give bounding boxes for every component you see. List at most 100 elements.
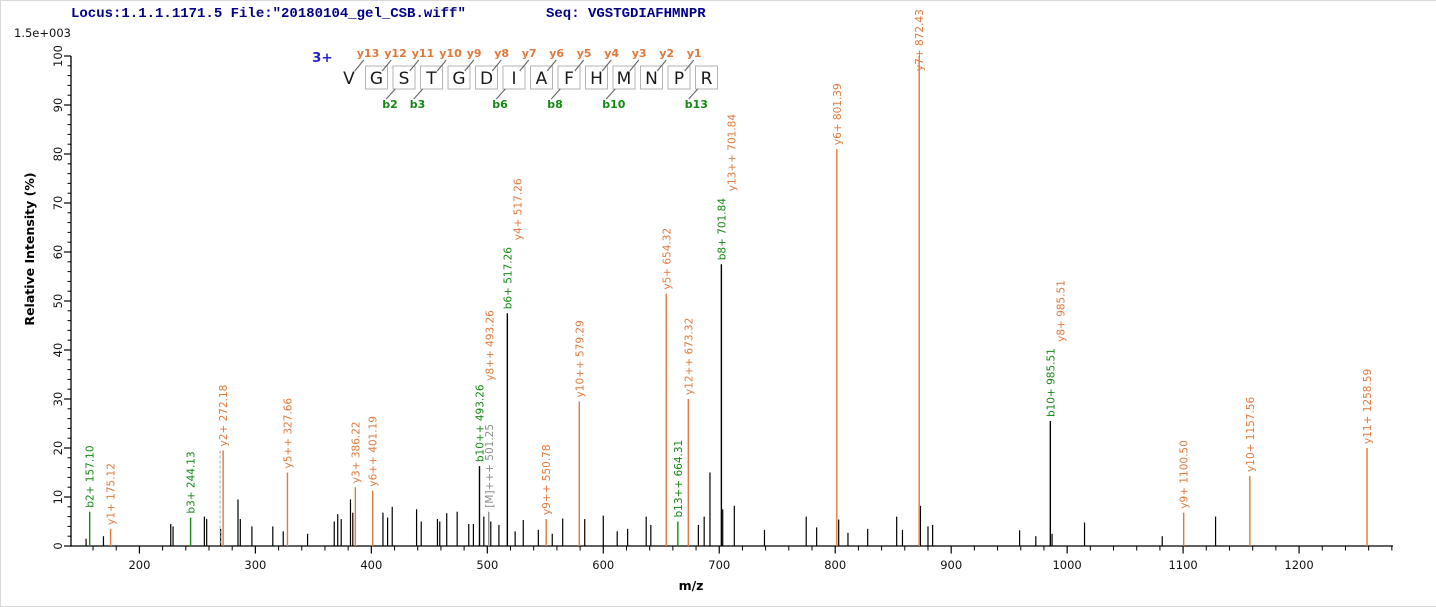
residue-letter: R bbox=[701, 69, 713, 89]
residue-box bbox=[365, 65, 388, 90]
peak-label: y3+ 386.22 bbox=[350, 421, 362, 483]
residue-letter: G bbox=[452, 69, 465, 89]
y-tick-label: 50 bbox=[51, 294, 65, 309]
b-ion-cleavage-tick bbox=[550, 88, 561, 100]
residue-box bbox=[420, 65, 443, 90]
residue-box bbox=[612, 65, 636, 90]
y-ion-cleavage-tick bbox=[436, 59, 447, 72]
y-ion-cleavage-tick bbox=[574, 59, 585, 72]
peak-label: y5++ 327.66 bbox=[282, 398, 294, 469]
residue-box bbox=[667, 65, 691, 90]
y-ion-cleavage-tick bbox=[409, 59, 420, 72]
x-tick-label: 800 bbox=[824, 558, 846, 572]
y-ion-label: y4 bbox=[604, 47, 619, 60]
peak-label: y12++ 673.32 bbox=[683, 318, 695, 395]
peak-label: y4+ 517.26 bbox=[512, 178, 524, 240]
x-tick-label: 700 bbox=[708, 558, 730, 572]
y-tick-label: 60 bbox=[51, 245, 65, 260]
peak-label: y1+ 175.12 bbox=[106, 463, 118, 525]
y-ion-label: y9 bbox=[467, 47, 482, 60]
residue-box bbox=[502, 65, 526, 90]
peak-label: b10+ 985.51 bbox=[1045, 348, 1057, 417]
residue-letter: M bbox=[617, 69, 632, 89]
y-tick-label: 10 bbox=[51, 490, 65, 505]
y-tick-label: 0 bbox=[51, 542, 65, 549]
b-ion-label: b2 bbox=[382, 98, 398, 111]
residue-letter: I bbox=[511, 69, 516, 89]
y-ion-label: y6 bbox=[549, 47, 564, 60]
residue-letter: T bbox=[425, 69, 437, 89]
y-tick-label: 90 bbox=[51, 98, 65, 113]
x-tick-label: 600 bbox=[592, 558, 614, 572]
y-ion-label: y8 bbox=[494, 47, 509, 60]
peak-label: y8++ 493.26 bbox=[484, 310, 496, 381]
b-ion-cleavage-tick bbox=[688, 88, 699, 100]
b-ion-cleavage-tick bbox=[413, 88, 424, 100]
b-ion-label: b13 bbox=[685, 98, 708, 111]
residue-letter: G bbox=[370, 69, 383, 89]
x-tick-label: 500 bbox=[476, 558, 498, 572]
peak-label: y13++ 701.84 bbox=[726, 114, 738, 192]
residue-box bbox=[585, 65, 608, 90]
y-tick-label: 70 bbox=[51, 196, 65, 211]
peak-label: y10++ 579.29 bbox=[574, 320, 586, 397]
y-tick-label: 80 bbox=[51, 147, 65, 162]
peak-label: y9++ 550.78 bbox=[541, 444, 553, 515]
peak-label: y8+ 985.51 bbox=[1055, 280, 1067, 342]
x-axis-title: m/z bbox=[679, 578, 704, 593]
x-tick-label: 1000 bbox=[1052, 558, 1081, 572]
y-ion-label: y7 bbox=[522, 47, 537, 60]
b-ion-label: b6 bbox=[492, 98, 508, 111]
y-ion-cleavage-tick bbox=[519, 59, 530, 72]
y-ion-cleavage-tick bbox=[546, 59, 557, 72]
y-ion-cleavage-tick bbox=[601, 59, 612, 72]
y-ion-cleavage-tick bbox=[381, 59, 392, 72]
y-ion-label: y2 bbox=[659, 47, 674, 60]
header: Locus:1.1.1.1171.5 File:"20180104_gel_CS… bbox=[1, 6, 1436, 26]
y-ion-label: y11 bbox=[412, 47, 434, 60]
peak-label: [M]+++ 501.25 bbox=[484, 424, 496, 508]
y-ion-label: y12 bbox=[384, 47, 406, 60]
peak-label: y10+ 1157.56 bbox=[1245, 396, 1257, 471]
y-ion-cleavage-tick bbox=[656, 59, 667, 72]
y-ion-cleavage-tick bbox=[464, 59, 475, 72]
residue-box bbox=[640, 65, 663, 90]
residue-letter: N bbox=[645, 69, 658, 89]
residue-letter: P bbox=[674, 69, 684, 89]
peak-label: y7+ 872.43 bbox=[914, 9, 926, 71]
y-ion-label: y1 bbox=[687, 47, 702, 60]
residue-letter: F bbox=[564, 69, 574, 89]
residue-letter: S bbox=[399, 69, 410, 89]
x-tick-label: 300 bbox=[244, 558, 266, 572]
y-tick-label: 20 bbox=[51, 441, 65, 456]
x-tick-label: 1200 bbox=[1284, 558, 1313, 572]
y-tick-label: 100 bbox=[51, 45, 65, 67]
peak-label: b8+ 701.84 bbox=[716, 198, 728, 261]
peak-label: b6+ 517.26 bbox=[502, 247, 514, 310]
y-ion-label: y5 bbox=[577, 47, 592, 60]
peak-label: y2+ 272.18 bbox=[218, 385, 230, 447]
peak-label: y9+ 1100.50 bbox=[1179, 440, 1191, 508]
peak-label: b10++ 493.26 bbox=[474, 384, 486, 462]
peak-label: y6++ 401.19 bbox=[368, 416, 380, 487]
y-tick-label: 40 bbox=[51, 343, 65, 358]
y-ion-cleavage-tick bbox=[354, 59, 365, 72]
header-sequence: Seq: VGSTGDIAFHMNPR bbox=[546, 6, 706, 22]
b-ion-cleavage-tick bbox=[385, 88, 396, 100]
x-tick-label: 900 bbox=[940, 558, 962, 572]
y-ion-label: y10 bbox=[439, 47, 462, 60]
y-ion-label: y13 bbox=[357, 47, 379, 60]
residue-box bbox=[392, 65, 416, 90]
b-ion-cleavage-tick bbox=[495, 88, 506, 100]
b-ion-cleavage-tick bbox=[605, 88, 616, 100]
residue-letter: D bbox=[480, 69, 493, 89]
header-locus-file: Locus:1.1.1.1171.5 File:"20180104_gel_CS… bbox=[71, 6, 466, 22]
residue-letter: V bbox=[343, 69, 355, 89]
x-tick-label: 200 bbox=[128, 558, 150, 572]
residue-letter: H bbox=[590, 69, 603, 89]
b-ion-label: b3 bbox=[410, 98, 426, 111]
b-ion-label: b8 bbox=[547, 98, 563, 111]
y-ion-label: y3 bbox=[632, 47, 647, 60]
peak-label: y5+ 654.32 bbox=[661, 228, 673, 290]
